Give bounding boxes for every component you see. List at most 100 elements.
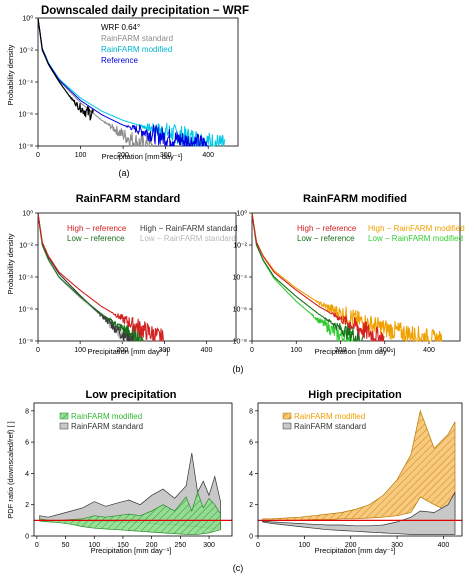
panel-b-left-xtick-label-1: 100 — [74, 347, 86, 354]
panel-c-right-ytick-label-0: 0 — [249, 534, 253, 541]
panel-b-right-xlabel: Precipitation [mm day⁻¹] — [315, 347, 396, 356]
panel-b-right-series-1 — [251, 213, 364, 342]
panel-c-right-xtick-label-1: 100 — [299, 542, 311, 549]
panel-a-series-0 — [37, 18, 94, 121]
legend-b1-high-std: High − RainFARM standard — [140, 224, 238, 233]
panel-b-right-plot: 0 100 200 300 400 10⁰ 10⁻² 10⁻⁴ 10⁻⁶ 10⁻⁸ — [233, 210, 461, 354]
panel-c-left-band-modified — [39, 491, 221, 535]
panel-b-right-xtick-label-4: 400 — [423, 347, 435, 354]
legend-c2-modified-swatch — [282, 412, 292, 420]
panel-b-left-ytick-label-4: 10⁻⁸ — [19, 339, 33, 346]
panel-b-left-series-1 — [37, 213, 144, 342]
panel-c-right-plot-frame — [257, 402, 463, 537]
panel-c-right-xtick-label-3: 300 — [391, 542, 403, 549]
panel-c-right-xlabel: Precipitation [mm day⁻¹] — [315, 546, 396, 555]
panel-b-left-xlabel: Precipitation [mm day⁻¹] — [88, 347, 169, 356]
panel-a-xtick-label-3: 300 — [160, 152, 172, 159]
panel-a-plot: 0 100 200 300 400 10⁰ 10⁻² 10⁻⁴ 10⁻⁶ 10⁻⁸ — [19, 15, 239, 159]
panel-b-left-xtick-label-4: 400 — [201, 347, 213, 354]
panel-a-ytick-label-2: 10⁻⁴ — [19, 80, 34, 87]
panel-c-left-xtick-label-3: 150 — [117, 542, 129, 549]
panel-b-left-ylabel: Probability density — [6, 233, 15, 294]
panel-c-left-legend: RainFARM modified RainFARM standard — [59, 412, 143, 431]
panel-b-left-ytick-label-2: 10⁻⁴ — [19, 275, 34, 282]
panel-a-xtick-label-0: 0 — [36, 152, 40, 159]
panel-a-ytick-label-0: 10⁰ — [22, 15, 33, 23]
panel-c-right-title: High precipitation — [308, 389, 402, 401]
panel-a-xtick-label-2: 200 — [117, 152, 129, 159]
panel-a-legend: WRF 0.64° RainFARM standard RainFARM mod… — [101, 23, 173, 65]
panel-a-ylabel: Probability density — [6, 44, 15, 105]
panel-c-left-ytick-label-0: 0 — [25, 534, 29, 541]
panel-b-right-xtick-label-1: 100 — [290, 347, 302, 354]
panel-c-left-ylabel: PDF ratio (downscaled/ref) [ ] — [6, 421, 15, 519]
panel-b-right-ytick-label-4: 10⁻⁸ — [233, 339, 247, 346]
panel-b-right-title: RainFARM modified — [303, 193, 407, 205]
panel-c-left-ytick-label-1: 2 — [25, 502, 29, 509]
legend-c2-modified: RainFARM modified — [294, 412, 365, 421]
panel-c-right-ytick-label-2: 4 — [249, 471, 253, 478]
legend-a-standard: RainFARM standard — [101, 34, 173, 43]
panel-c-right-plot: 0 100 200 300 400 0 2 4 6 8 — [249, 402, 463, 549]
panel-c-right-ytick-label-3: 6 — [249, 440, 253, 447]
panel-c-left-xtick-label-4: 200 — [146, 542, 158, 549]
panel-b-right-legend: High − reference Low − reference High − … — [297, 224, 465, 243]
panel-b-right-xtick-label-0: 0 — [250, 347, 254, 354]
panel-b-right-xtick-label-3: 300 — [379, 347, 391, 354]
panel-c-left-xtick-label-6: 300 — [203, 542, 215, 549]
panel-c-right-xtick-label-0: 0 — [256, 542, 260, 549]
panel-a-xlabel: Precipitation [mm day⁻¹] — [102, 152, 183, 161]
legend-b1-low-std: Low − RainFARM standard — [140, 234, 236, 243]
legend-b2-low-mod: Low − RainFARM modified — [368, 234, 463, 243]
panel-a-ytick-label-1: 10⁻² — [19, 48, 33, 55]
panel-a-caption: (a) — [119, 168, 130, 178]
panel-c-left-ytick-label-4: 8 — [25, 408, 29, 415]
panel-c-left-plot: 0 50 100 150 200 250 300 0 2 4 6 8 — [25, 402, 233, 549]
panel-a-xtick-label-1: 100 — [75, 152, 87, 159]
panel-c-left-title: Low precipitation — [85, 389, 176, 401]
panel-c-left-ytick-label-3: 6 — [25, 440, 29, 447]
legend-b2-high-ref: High − reference — [297, 224, 357, 233]
panel-b-left-plot: 0 100 200 300 400 10⁰ 10⁻² 10⁻⁴ 10⁻⁶ 10⁻⁸ — [19, 210, 237, 354]
panel-b-left-title: RainFARM standard — [76, 193, 181, 205]
legend-c1-modified-swatch — [59, 412, 69, 420]
legend-c2-standard: RainFARM standard — [294, 422, 366, 431]
panel-c-left-xtick-label-0: 0 — [35, 542, 39, 549]
panel-c-left-ytick-label-2: 4 — [25, 471, 29, 478]
panel-b-left-ytick-label-3: 10⁻⁶ — [19, 307, 33, 314]
legend-b2-high-mod: High − RainFARM modified — [368, 224, 465, 233]
panel-b-caption: (b) — [233, 364, 244, 374]
panel-b-left-xtick-label-2: 200 — [116, 347, 128, 354]
legend-c1-standard-swatch — [59, 422, 69, 430]
panel-c-left-xtick-label-1: 50 — [62, 542, 70, 549]
legend-a-modified: RainFARM modified — [101, 45, 172, 54]
panel-c-right-band-standard — [262, 492, 456, 535]
legend-a-reference: Reference — [101, 56, 138, 65]
panel-c-left-plot-frame — [33, 402, 233, 537]
panel-c-right-ytick-label-4: 8 — [249, 408, 253, 415]
panel-b-right-ytick-label-3: 10⁻⁶ — [233, 307, 247, 314]
panel-c-left-xlabel: Precipitation [mm day⁻¹] — [91, 546, 172, 555]
panel-b-right-series-0 — [251, 213, 385, 342]
panel-a-xtick-label-4: 400 — [202, 152, 214, 159]
panel-b-right-xtick-label-2: 200 — [335, 347, 347, 354]
panel-a-ytick-label-4: 10⁻⁸ — [19, 144, 33, 151]
panel-c-left-xtick-label-2: 100 — [88, 542, 100, 549]
panel-b-right-ytick-label-0: 10⁰ — [236, 210, 247, 218]
panel-b-left-ytick-label-0: 10⁰ — [22, 210, 33, 218]
panel-b-left-series-0 — [37, 213, 165, 342]
panel-c-right-ytick-label-1: 2 — [249, 502, 253, 509]
panel-b-right-ytick-label-1: 10⁻² — [233, 243, 247, 250]
panel-c-caption: (c) — [233, 563, 244, 573]
panel-c-right-legend: RainFARM modified RainFARM standard — [282, 412, 366, 431]
panel-b-left-ytick-label-1: 10⁻² — [19, 243, 33, 250]
panel-b-left-xtick-label-0: 0 — [36, 347, 40, 354]
panel-b-left-xtick-label-3: 300 — [159, 347, 171, 354]
panel-a-series-3 — [37, 18, 209, 147]
panel-a-title: Downscaled daily precipitation − WRF — [41, 5, 249, 17]
legend-b2-low-ref: Low − reference — [297, 234, 355, 243]
legend-c2-standard-swatch — [282, 422, 292, 430]
panel-b-left-legend: High − reference Low − reference High − … — [67, 224, 238, 243]
legend-c1-standard: RainFARM standard — [71, 422, 143, 431]
legend-c1-modified: RainFARM modified — [71, 412, 142, 421]
